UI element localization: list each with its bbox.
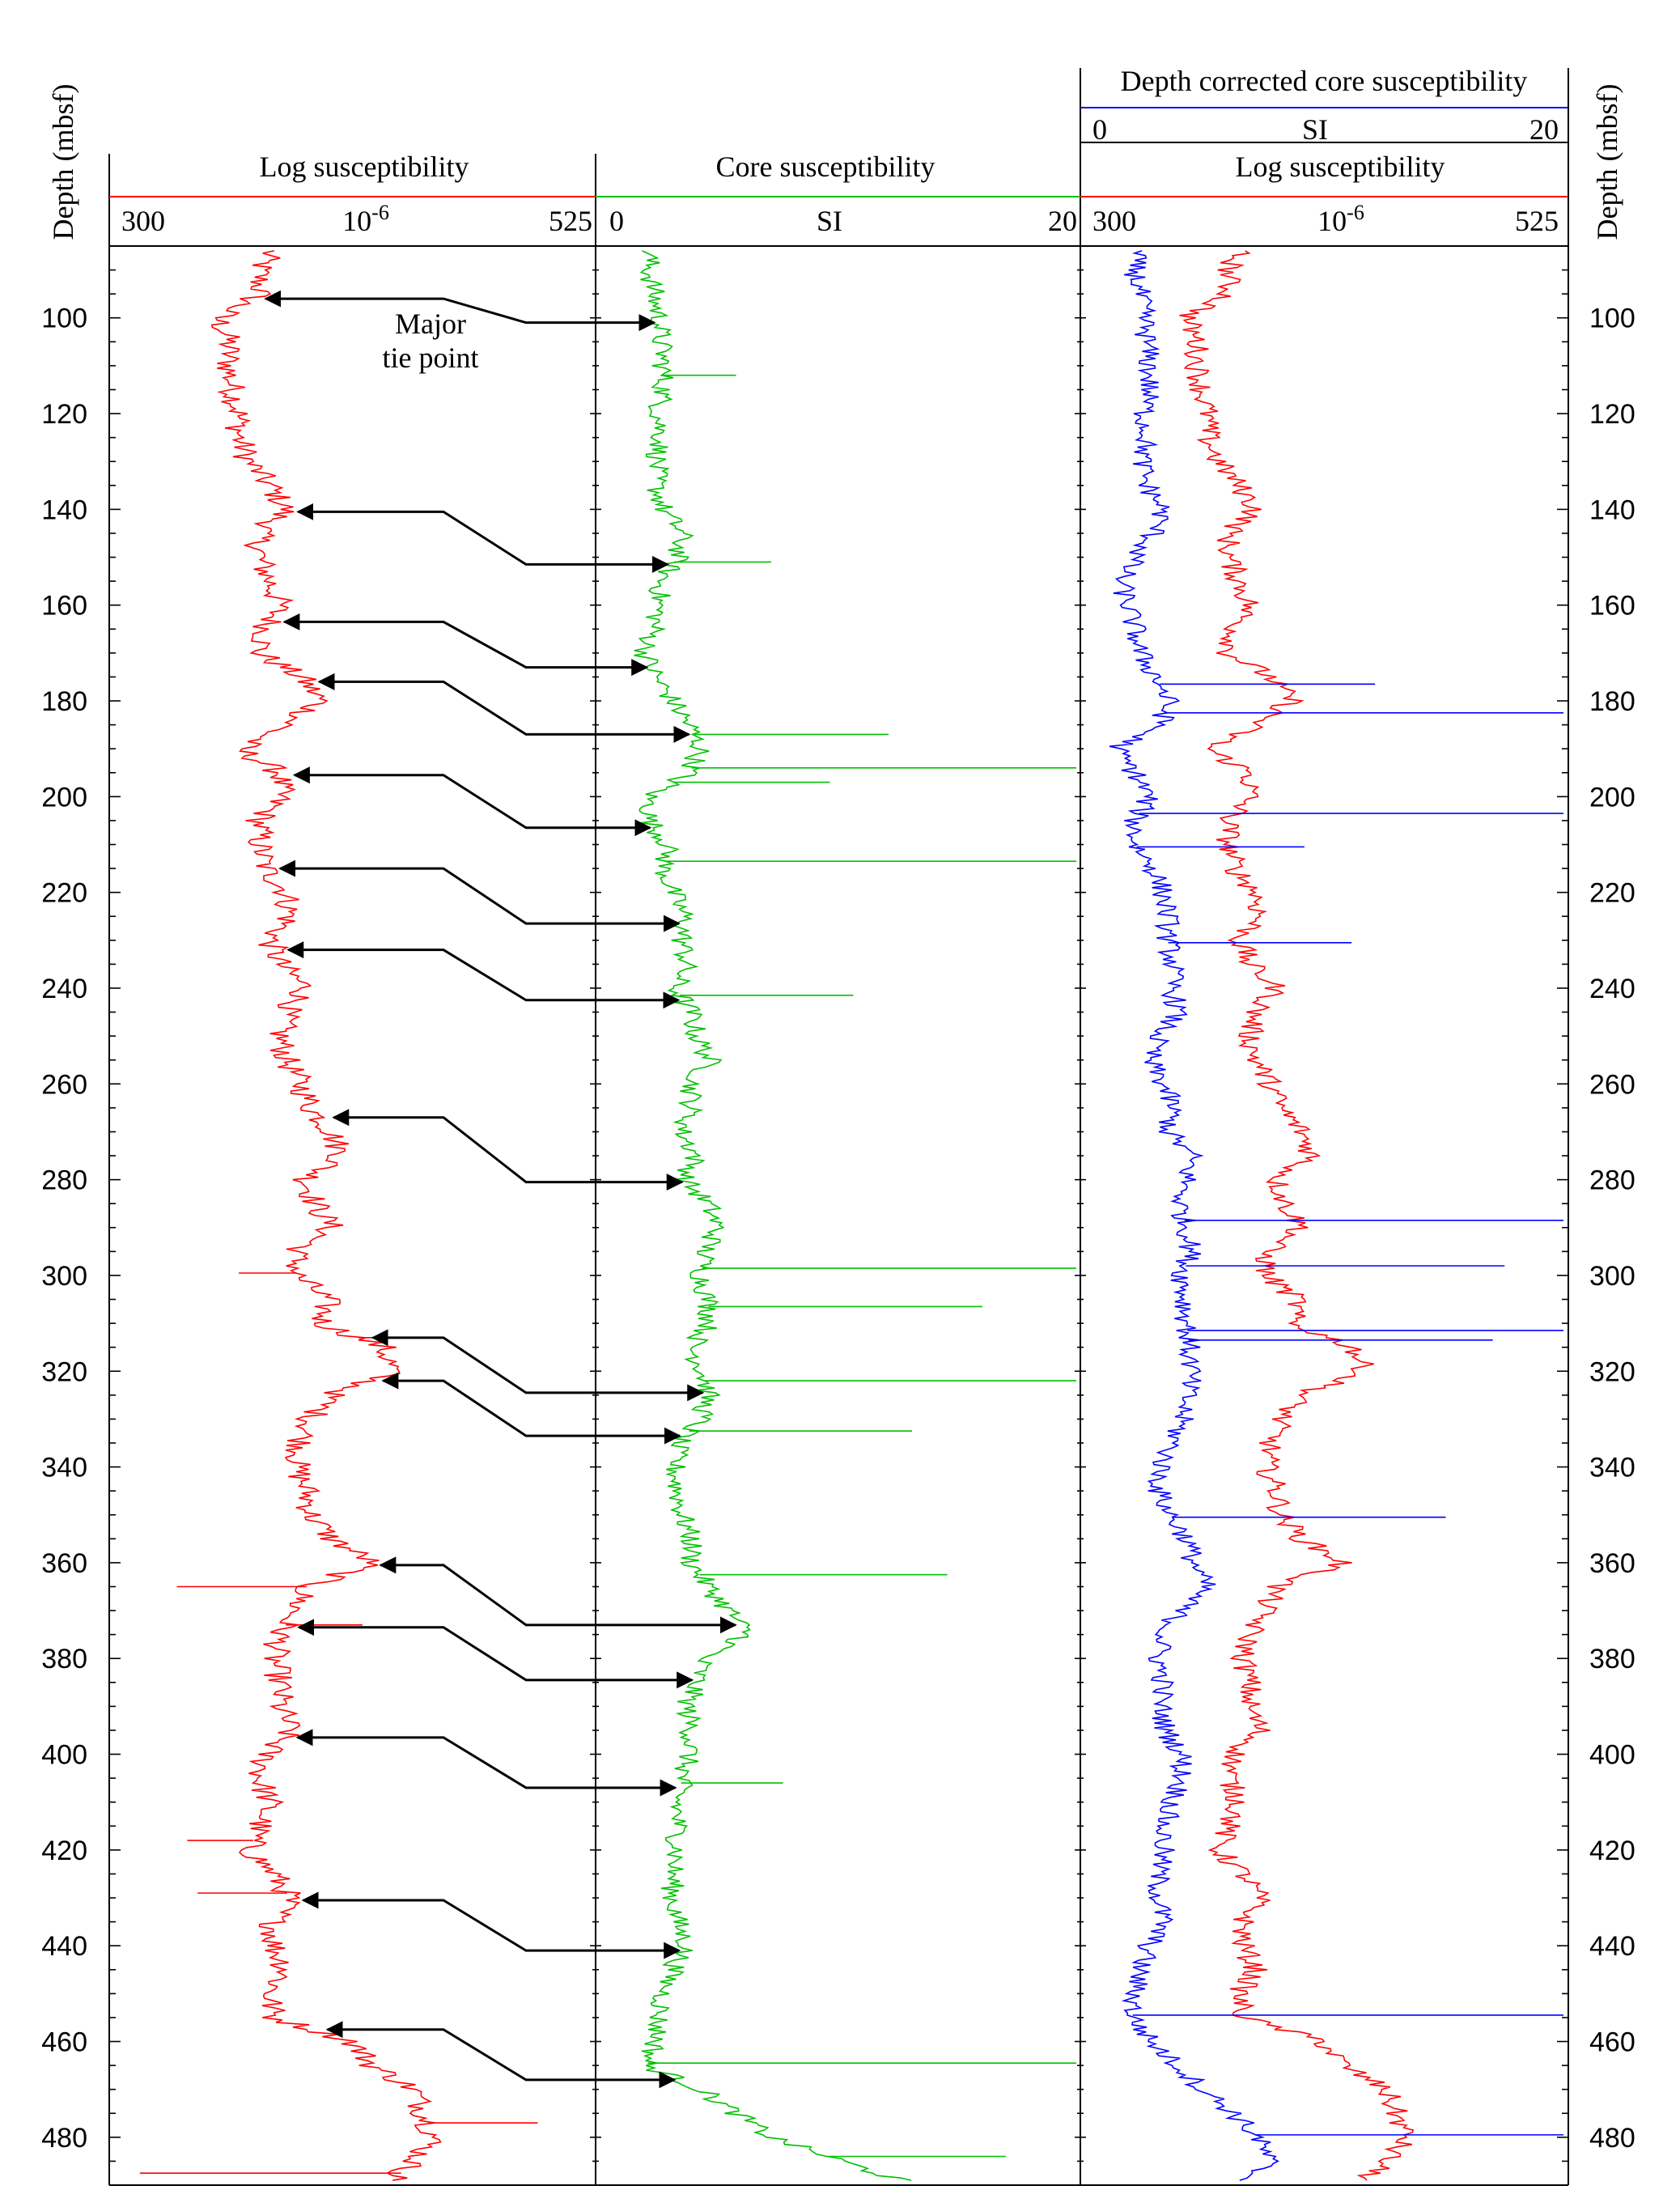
log-left-unit-exp: -6: [371, 201, 389, 224]
log-right-min-label: 300: [1092, 205, 1136, 237]
tie-arrow-5: [278, 859, 681, 932]
depth-label-right: 220: [1589, 878, 1635, 909]
depth-label-right: 480: [1589, 2123, 1635, 2154]
depth-label-left: 460: [41, 2027, 87, 2058]
core-title: Core susceptibility: [716, 151, 935, 183]
corrected-line: [1109, 250, 1280, 2181]
data-series: [139, 250, 1563, 2181]
depth-label-left: 120: [41, 399, 87, 430]
core-max-label: 20: [1048, 205, 1077, 237]
depth-label-left: 480: [41, 2123, 87, 2154]
tie-arrow-7: [332, 1109, 684, 1191]
tie-arrow-9: [381, 1372, 681, 1445]
y-axis-title-right: Depth (mbsf): [1591, 84, 1623, 240]
depth-label-right: 460: [1589, 2027, 1635, 2058]
log-left-unit: 10-6: [342, 201, 389, 237]
depth-label-left: 380: [41, 1644, 87, 1674]
core-line: [634, 250, 912, 2181]
tie-arrow-2: [282, 613, 649, 677]
depth-label-left: 200: [41, 782, 87, 813]
depth-label-left: 220: [41, 878, 87, 909]
depth-label-right: 360: [1589, 1548, 1635, 1579]
log-right-max-label: 525: [1515, 205, 1559, 237]
depth-label-left: 140: [41, 494, 87, 525]
tie-arrow-3: [317, 673, 691, 743]
log-right-unit: 10-6: [1317, 201, 1364, 237]
tie-arrow-11: [297, 1619, 694, 1689]
depth-label-left: 320: [41, 1356, 87, 1387]
depth-label-right: 320: [1589, 1356, 1635, 1387]
tie-arrow-1: [296, 503, 670, 573]
depth-label-left: 340: [41, 1453, 87, 1483]
depth-label-right: 140: [1589, 494, 1635, 525]
log-right-unit-exp: -6: [1347, 201, 1364, 224]
depth-label-left: 260: [41, 1069, 87, 1100]
depth-label-right: 400: [1589, 1740, 1635, 1771]
tie-arrow-10: [379, 1556, 737, 1634]
corrected-min-label: 0: [1092, 113, 1107, 146]
depth-label-left: 160: [41, 591, 87, 622]
log-right-line: [1179, 250, 1415, 2181]
depth-ticks: 100 100 120 120 140 140 160 160 180 180 200 200 220 2…: [41, 269, 1635, 2162]
annotation-major: Major: [395, 308, 466, 340]
log-left-line: [210, 250, 442, 2181]
depth-label-left: 440: [41, 1931, 87, 1962]
log-left-min-label: 300: [121, 205, 165, 237]
depth-label-left: 240: [41, 974, 87, 1004]
tie-arrow-14: [325, 2021, 677, 2089]
corrected-max-label: 20: [1529, 113, 1559, 146]
tie-arrow-0: [264, 290, 656, 332]
depth-label-left: 100: [41, 303, 87, 334]
depth-label-left: 300: [41, 1261, 87, 1292]
depth-label-right: 200: [1589, 782, 1635, 813]
tie-point-arrows: [264, 290, 737, 2089]
depth-label-left: 400: [41, 1740, 87, 1771]
tie-arrow-12: [295, 1729, 677, 1797]
depth-label-left: 360: [41, 1548, 87, 1579]
depth-label-right: 180: [1589, 686, 1635, 717]
depth-label-right: 420: [1589, 1836, 1635, 1866]
depth-label-right: 100: [1589, 303, 1635, 334]
tie-arrow-4: [292, 766, 652, 837]
depth-label-right: 160: [1589, 591, 1635, 622]
tie-arrow-8: [371, 1329, 705, 1402]
log-right-unit-base: 10: [1317, 205, 1347, 237]
depth-label-right: 440: [1589, 1931, 1635, 1962]
corrected-title: Depth corrected core susceptibility: [1121, 65, 1528, 97]
log-right-title: Log susceptibility: [1236, 151, 1445, 183]
depth-label-right: 380: [1589, 1644, 1635, 1674]
depth-label-right: 260: [1589, 1069, 1635, 1100]
log-left-unit-base: 10: [342, 205, 371, 237]
log-left-max-label: 525: [549, 205, 592, 237]
depth-label-left: 180: [41, 686, 87, 717]
corrected-unit: SI: [1302, 113, 1328, 146]
y-axis-title-left: Depth (mbsf): [47, 84, 79, 240]
depth-label-right: 120: [1589, 399, 1635, 430]
depth-label-right: 300: [1589, 1261, 1635, 1292]
tie-arrow-6: [286, 941, 681, 1009]
depth-label-left: 280: [41, 1165, 87, 1196]
depth-label-right: 340: [1589, 1453, 1635, 1483]
log-left-title: Log susceptibility: [260, 151, 469, 183]
annotation-tie-point: tie point: [383, 342, 479, 374]
depth-label-right: 280: [1589, 1165, 1635, 1196]
panel-frames: [108, 68, 1569, 2186]
core-unit: SI: [817, 205, 842, 237]
depth-label-left: 420: [41, 1836, 87, 1866]
depth-label-right: 240: [1589, 974, 1635, 1004]
core-min-label: 0: [609, 205, 624, 237]
tie-arrow-13: [301, 1891, 681, 1959]
